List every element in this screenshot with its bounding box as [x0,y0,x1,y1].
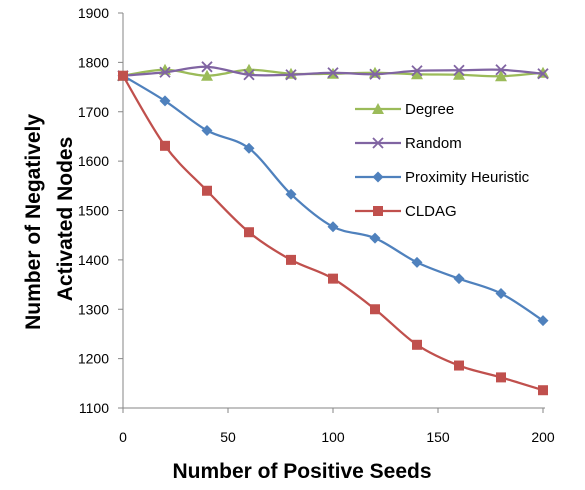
data-point-proximity-heuristic [537,315,549,327]
data-point-cldag [496,372,506,383]
y-tick-label: 1800 [78,54,109,70]
data-point-proximity-heuristic [327,221,339,233]
data-point-random [159,66,171,78]
series-layer [117,61,549,396]
series-proximity-heuristic [117,70,549,327]
data-point-cldag [202,185,212,196]
data-point-cldag [454,360,464,371]
series-line-proximity-heuristic [122,74,544,322]
data-point-degree [495,70,507,82]
data-point-cldag [328,273,338,284]
data-point-proximity-heuristic [495,287,507,299]
y-tick-label: 1200 [78,351,109,367]
x-ticks: 0 50 100 150 200 [119,408,555,445]
x-tick-label: 50 [220,429,236,445]
legend-label: Random [405,135,462,152]
data-point-random [201,61,213,73]
data-point-proximity-heuristic [285,188,297,200]
legend-swatch-marker [373,206,383,216]
x-axis-title: Number of Positive Seeds [172,460,431,483]
data-point-cldag [412,339,422,350]
data-point-proximity-heuristic [159,95,171,107]
data-point-random [243,69,255,81]
y-tick-label: 1500 [78,203,109,219]
series-cldag [118,70,548,396]
y-axis-title: Number of Negatively Activated Nodes [22,108,77,330]
data-point-degree [285,67,297,79]
data-point-proximity-heuristic [369,232,381,244]
legend-item-cldag: CLDAG [355,203,457,220]
data-point-proximity-heuristic [453,273,465,285]
legend-swatch-marker [372,137,384,149]
data-point-cldag [538,385,548,396]
y-ticks: 1100 1200 1300 1400 1500 1600 1700 1800 1900 [78,5,123,416]
y-tick-label: 1400 [78,252,109,268]
data-point-degree [201,69,213,81]
data-point-proximity-heuristic [201,125,213,137]
legend-swatch-marker [372,103,384,114]
data-point-cldag [244,227,254,238]
data-point-random [537,68,549,80]
x-tick-label: 200 [531,429,555,445]
y-axis-title-line-1: Number of Negatively [22,114,45,330]
data-point-random [369,68,381,80]
legend-item-proximity-heuristic: Proximity Heuristic [355,169,530,186]
y-axis-title-line-2: Activated Nodes [54,137,77,302]
data-point-random [411,65,423,77]
data-point-cldag [160,140,170,151]
y-tick-label: 1300 [78,301,109,317]
data-point-cldag [286,254,296,265]
legend-label: CLDAG [405,203,457,220]
y-tick-label: 1100 [79,400,109,416]
y-tick-label: 1900 [78,5,109,21]
x-tick-label: 150 [426,429,450,445]
data-point-proximity-heuristic [411,256,423,268]
data-point-proximity-heuristic [243,142,255,154]
data-point-random [285,69,297,81]
data-point-random [495,64,507,76]
legend-item-random: Random [355,135,462,152]
data-point-cldag [370,304,380,315]
data-point-degree [537,66,549,78]
data-point-degree [411,68,423,80]
x-tick-label: 100 [321,429,345,445]
y-tick-label: 1600 [78,153,109,169]
legend-label: Proximity Heuristic [405,169,530,186]
data-point-cldag [118,70,128,81]
series-line-cldag [122,75,544,392]
legend-item-degree: Degree [355,101,454,118]
legend-swatch-marker [372,171,384,183]
data-point-random [453,64,465,76]
x-tick-label: 0 [119,429,127,445]
legend: Degree Random Proximity Heuristic CLDAG [355,101,530,220]
data-point-random [327,67,339,79]
y-tick-label: 1700 [78,104,109,120]
legend-label: Degree [405,101,454,118]
data-point-degree [453,68,465,80]
